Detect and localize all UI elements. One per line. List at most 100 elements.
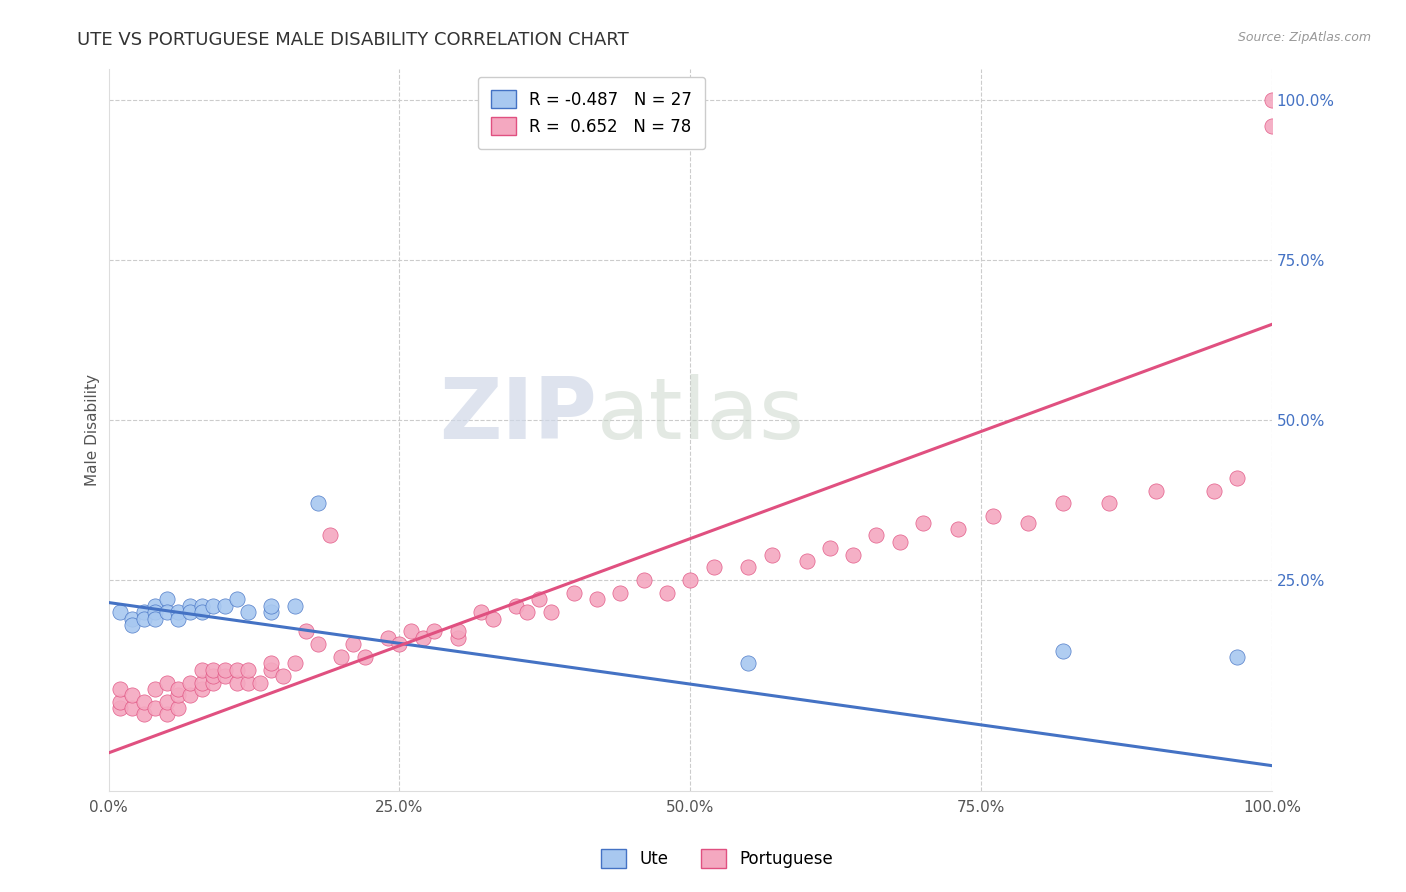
Point xyxy=(214,669,236,683)
Point xyxy=(156,675,179,690)
Point xyxy=(132,611,155,625)
Point xyxy=(225,592,247,607)
Point xyxy=(238,605,260,619)
Point xyxy=(981,509,1004,524)
Point xyxy=(540,605,562,619)
Point xyxy=(202,663,225,677)
Point xyxy=(481,611,503,625)
Point xyxy=(202,675,225,690)
Point xyxy=(190,675,212,690)
Point xyxy=(121,688,143,702)
Point xyxy=(307,496,329,510)
Point xyxy=(260,663,283,677)
Point xyxy=(911,516,934,530)
Point xyxy=(1261,119,1284,133)
Text: ZIP: ZIP xyxy=(440,374,598,457)
Point xyxy=(633,573,655,587)
Point xyxy=(167,701,190,715)
Point xyxy=(818,541,841,556)
Point xyxy=(110,701,132,715)
Point xyxy=(143,611,166,625)
Point xyxy=(655,586,678,600)
Point xyxy=(110,605,132,619)
Point xyxy=(143,599,166,613)
Point xyxy=(121,701,143,715)
Point xyxy=(946,522,969,536)
Point xyxy=(295,624,318,639)
Point xyxy=(202,599,225,613)
Point xyxy=(190,599,212,613)
Point xyxy=(609,586,631,600)
Point xyxy=(260,605,283,619)
Point xyxy=(284,599,307,613)
Point xyxy=(202,669,225,683)
Point xyxy=(796,554,818,568)
Point xyxy=(1144,483,1167,498)
Point xyxy=(225,675,247,690)
Point xyxy=(156,605,179,619)
Point xyxy=(1052,496,1074,510)
Point xyxy=(377,631,399,645)
Point xyxy=(156,592,179,607)
Point xyxy=(190,681,212,696)
Legend: R = -0.487   N = 27, R =  0.652   N = 78: R = -0.487 N = 27, R = 0.652 N = 78 xyxy=(478,77,706,149)
Point xyxy=(1226,471,1249,485)
Point xyxy=(167,611,190,625)
Point xyxy=(167,681,190,696)
Point xyxy=(284,657,307,671)
Point xyxy=(190,663,212,677)
Point xyxy=(1261,94,1284,108)
Point xyxy=(1052,643,1074,657)
Point xyxy=(399,624,422,639)
Point xyxy=(737,560,759,574)
Point xyxy=(190,605,212,619)
Point xyxy=(737,657,759,671)
Point xyxy=(761,548,783,562)
Point xyxy=(225,663,247,677)
Point xyxy=(842,548,865,562)
Point xyxy=(342,637,364,651)
Point xyxy=(446,624,468,639)
Point xyxy=(702,560,724,574)
Point xyxy=(179,688,201,702)
Point xyxy=(412,631,434,645)
Point xyxy=(132,695,155,709)
Point xyxy=(516,605,538,619)
Point xyxy=(132,605,155,619)
Point xyxy=(167,688,190,702)
Point xyxy=(1017,516,1039,530)
Text: atlas: atlas xyxy=(598,374,806,457)
Point xyxy=(238,675,260,690)
Point xyxy=(271,669,294,683)
Point xyxy=(143,605,166,619)
Point xyxy=(110,681,132,696)
Point xyxy=(167,605,190,619)
Point xyxy=(179,675,201,690)
Point xyxy=(143,701,166,715)
Point xyxy=(260,657,283,671)
Point xyxy=(586,592,609,607)
Point xyxy=(446,631,468,645)
Point xyxy=(143,681,166,696)
Point xyxy=(505,599,527,613)
Point xyxy=(260,599,283,613)
Point xyxy=(562,586,585,600)
Point xyxy=(214,663,236,677)
Point xyxy=(889,534,911,549)
Point xyxy=(679,573,702,587)
Point xyxy=(1226,649,1249,664)
Point xyxy=(330,649,353,664)
Point xyxy=(121,618,143,632)
Point xyxy=(238,663,260,677)
Point xyxy=(156,695,179,709)
Point xyxy=(1202,483,1225,498)
Point xyxy=(121,611,143,625)
Point xyxy=(318,528,340,542)
Point xyxy=(388,637,411,651)
Point xyxy=(179,599,201,613)
Text: UTE VS PORTUGUESE MALE DISABILITY CORRELATION CHART: UTE VS PORTUGUESE MALE DISABILITY CORREL… xyxy=(77,31,628,49)
Point xyxy=(249,675,271,690)
Y-axis label: Male Disability: Male Disability xyxy=(86,374,100,486)
Point xyxy=(156,707,179,722)
Point xyxy=(865,528,887,542)
